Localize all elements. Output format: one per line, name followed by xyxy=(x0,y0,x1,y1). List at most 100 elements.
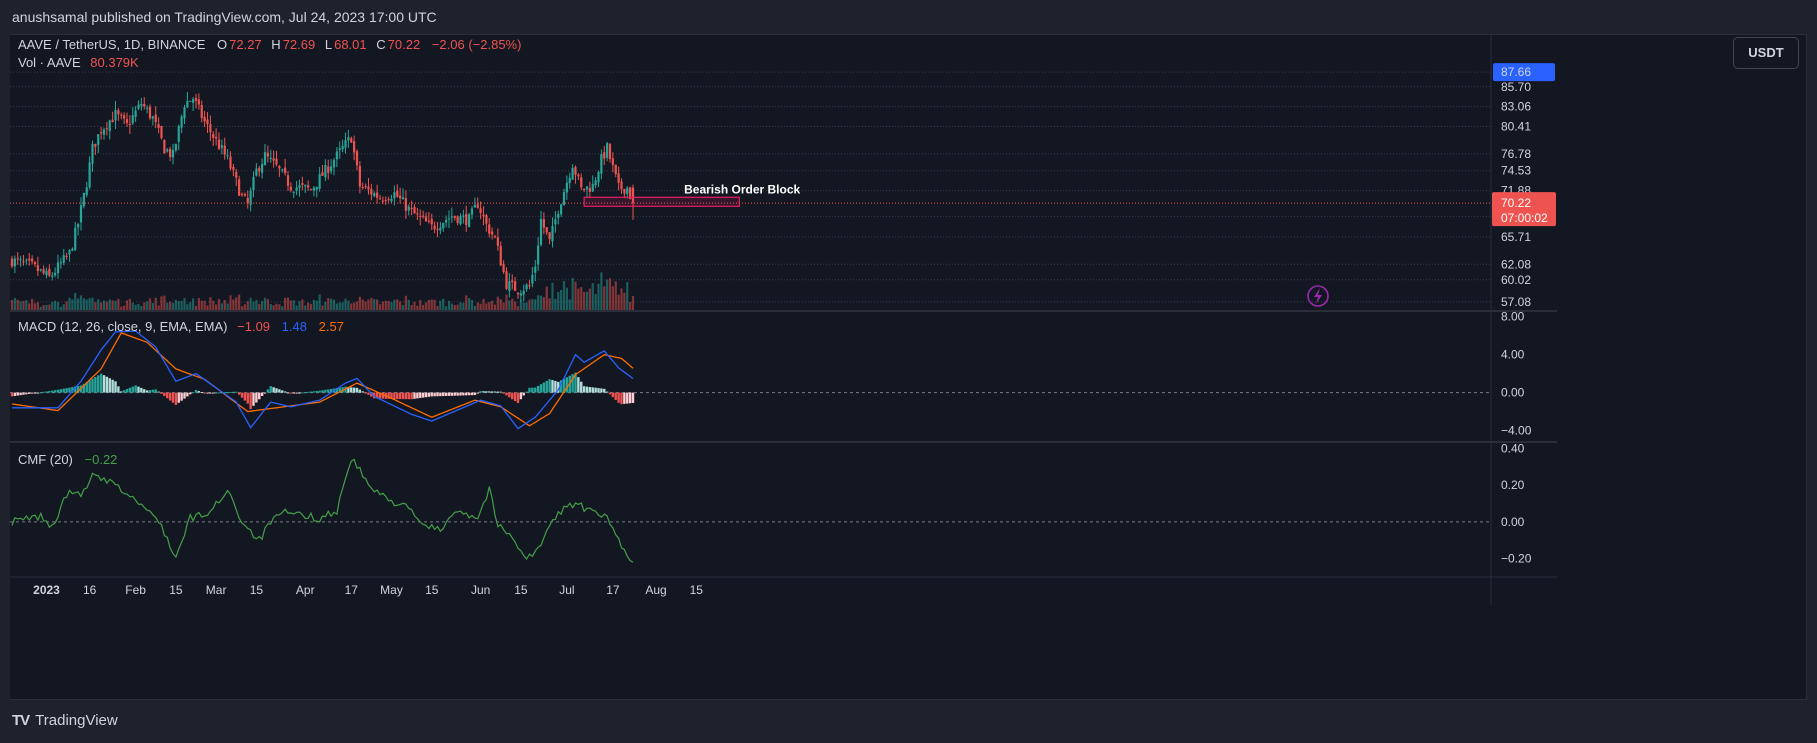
candle-body xyxy=(332,160,336,168)
candle-body xyxy=(226,155,229,157)
last-price-value: 70.22 xyxy=(1501,196,1531,210)
volume-bar xyxy=(433,299,436,310)
volume-bar xyxy=(387,300,390,310)
macd-histogram-bar xyxy=(22,392,25,395)
candle-body xyxy=(611,158,614,165)
volume-bar xyxy=(54,300,57,310)
volume-bar xyxy=(19,301,22,310)
symbol-label[interactable]: AAVE / TetherUS, 1D, BINANCE xyxy=(18,37,206,52)
volume-bar xyxy=(419,299,422,310)
macd-label[interactable]: MACD (12, 26, close, 9, EMA, EMA) xyxy=(18,319,228,334)
candle-body xyxy=(459,215,462,225)
cmf-line xyxy=(11,458,634,563)
candle-body xyxy=(82,192,85,207)
volume-bar xyxy=(272,305,275,310)
volume-bar xyxy=(350,303,353,310)
tradingview-logo[interactable]: TV TradingView xyxy=(12,712,118,729)
volume-bar xyxy=(491,300,494,310)
macd-histogram-bar xyxy=(209,392,212,394)
candle-body xyxy=(378,198,382,200)
candle-body xyxy=(574,167,577,175)
publisher-line: anushsamal published on TradingView.com,… xyxy=(0,0,1817,34)
chart-canvas[interactable]: 87.6685.7083.0680.4176.7874.5371.8868.45… xyxy=(0,0,1817,700)
volume-bar xyxy=(407,299,410,310)
volume-bar xyxy=(424,302,428,310)
volume-bar xyxy=(534,299,537,310)
macd-signal-value: 2.57 xyxy=(318,319,344,334)
volume-bar xyxy=(470,299,474,310)
volume-bar xyxy=(479,303,482,310)
macd-histogram-bar xyxy=(427,392,431,397)
candle-body xyxy=(186,100,189,108)
macd-histogram-bar xyxy=(410,392,413,400)
candle-body xyxy=(59,262,62,264)
volume-bar xyxy=(238,294,241,310)
volume-bar xyxy=(410,304,413,310)
candle-body xyxy=(456,216,459,223)
candle-body xyxy=(358,165,361,187)
macd-histogram-bar xyxy=(10,392,14,397)
volume-bar xyxy=(373,299,376,310)
low-value: 68.01 xyxy=(334,37,367,52)
macd-histogram-bar xyxy=(321,390,324,393)
macd-histogram-bar xyxy=(528,387,531,393)
candle-body xyxy=(347,137,350,141)
candle-body xyxy=(215,136,218,139)
volume-bar xyxy=(594,294,597,310)
macd-histogram-bar xyxy=(232,391,235,393)
candle-body xyxy=(614,164,617,175)
macd-hist-value: −1.09 xyxy=(237,319,271,334)
currency-button[interactable]: USDT xyxy=(1733,37,1799,69)
macd-histogram-bar xyxy=(59,389,63,393)
candle-body xyxy=(330,166,333,172)
candle-body xyxy=(94,143,97,147)
candle-body xyxy=(151,116,154,119)
volume-bar xyxy=(82,298,85,310)
macd-histogram-bar xyxy=(197,391,201,393)
macd-histogram-bar xyxy=(499,391,502,393)
macd-histogram-bar xyxy=(246,392,249,404)
main-legend: AAVE / TetherUS, 1D, BINANCE O 72.27 H 72.… xyxy=(18,37,523,52)
volume-bar xyxy=(120,306,123,310)
candle-body xyxy=(433,225,436,230)
volume-bar xyxy=(128,298,131,310)
macd-histogram-bar xyxy=(243,392,247,401)
macd-legend: MACD (12, 26, close, 9, EMA, EMA) −1.09 … xyxy=(18,319,346,334)
candle-body xyxy=(91,143,94,164)
cmf-legend: CMF (20) −0.22 xyxy=(18,452,119,467)
candle-body xyxy=(25,259,28,261)
candle-body xyxy=(79,205,83,223)
macd-histogram-bar xyxy=(289,392,293,394)
volume-bar xyxy=(376,299,379,310)
candle-body xyxy=(617,173,620,183)
volume-bar xyxy=(200,300,203,310)
high-value: 72.69 xyxy=(282,37,316,52)
candle-body xyxy=(28,258,31,261)
candle-body xyxy=(445,220,448,223)
lightning-icon[interactable] xyxy=(1307,285,1329,307)
time-axis-tick: 2023 xyxy=(33,583,60,597)
volume-bar xyxy=(585,291,589,310)
candle-body xyxy=(13,258,16,267)
macd-histogram-bar xyxy=(358,389,362,393)
macd-histogram-bar xyxy=(33,392,37,394)
macd-histogram-bar xyxy=(258,392,261,400)
volume-bar xyxy=(341,302,344,310)
volume-bar xyxy=(381,301,384,310)
candle-body xyxy=(502,264,505,272)
volume-bar xyxy=(123,305,126,310)
volume-label[interactable]: Vol · AAVE xyxy=(18,55,81,70)
volume-bar xyxy=(453,304,456,310)
macd-histogram-bar xyxy=(68,387,71,393)
macd-histogram-bar xyxy=(260,392,264,396)
macd-histogram-bar xyxy=(240,392,244,398)
candle-body xyxy=(200,104,203,118)
candle-body xyxy=(85,187,88,196)
candle-body xyxy=(424,216,428,222)
last-price-tag xyxy=(1492,192,1556,227)
cmf-label[interactable]: CMF (20) xyxy=(18,452,73,467)
macd-axis-tick: 0.00 xyxy=(1501,386,1525,400)
candle-body xyxy=(603,152,606,159)
candle-body xyxy=(189,100,192,102)
volume-bar xyxy=(548,298,551,310)
